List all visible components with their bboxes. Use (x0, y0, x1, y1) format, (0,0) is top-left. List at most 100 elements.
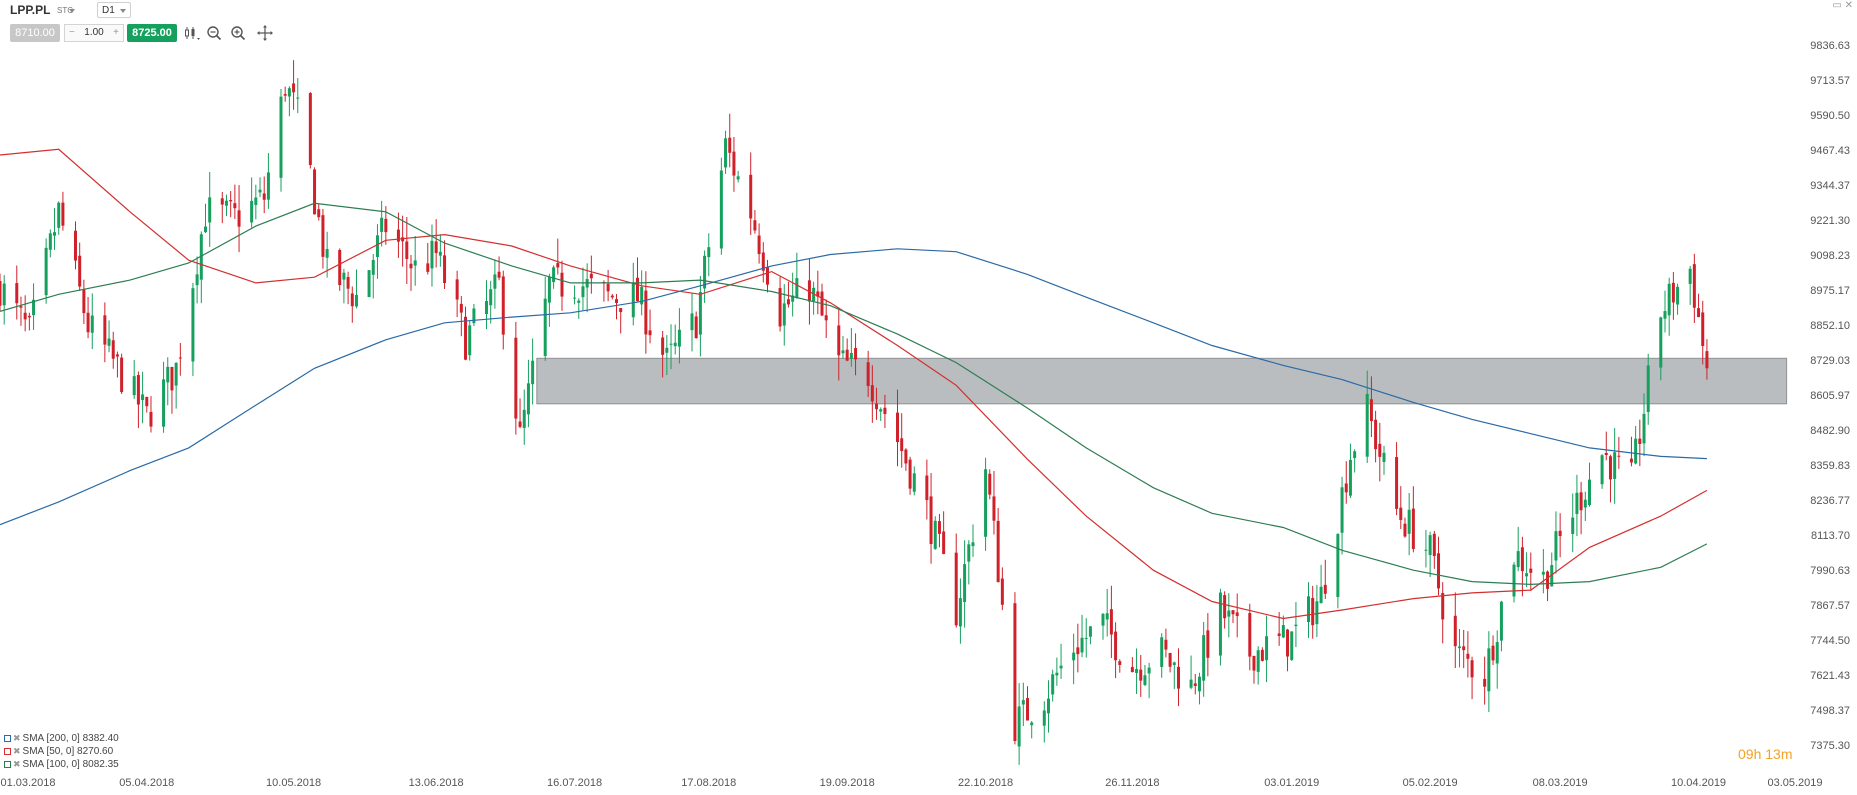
candle-down (1705, 351, 1709, 369)
y-axis-tick-label: 9467.43 (1810, 145, 1850, 157)
sell-price-button[interactable]: 8710.00 (10, 24, 60, 42)
candle-up (1424, 549, 1428, 551)
candle-down (233, 203, 237, 209)
quantity-value[interactable]: 1.00 (84, 27, 104, 38)
candle-down (443, 255, 447, 284)
legend-row[interactable]: ✖ SMA [100, 0] 8082.35 (4, 758, 119, 771)
candle-down (896, 412, 899, 443)
buy-price-button[interactable]: 8725.00 (127, 24, 177, 42)
candle-up (1659, 317, 1663, 368)
candle-up (32, 299, 36, 316)
candle-up (795, 278, 799, 298)
candle-down (426, 263, 430, 272)
candle-down (459, 303, 463, 313)
x-axis-tick-label: 03.05.2019 (1767, 777, 1822, 789)
candle-up (1072, 652, 1076, 661)
candle-down (1369, 399, 1373, 422)
quantity-stepper[interactable]: − 1.00 + (64, 24, 124, 42)
increase-icon[interactable]: + (113, 27, 119, 38)
candle-up (53, 232, 57, 236)
candle-up (1336, 534, 1340, 597)
decrease-icon[interactable]: − (69, 27, 75, 38)
x-axis-tick-label: 08.03.2019 (1533, 777, 1588, 789)
candle-up (199, 234, 203, 280)
candle-up (1525, 573, 1529, 577)
interval-select[interactable]: D1 (97, 2, 131, 18)
candle-down (875, 403, 879, 410)
candle-up (1353, 451, 1357, 459)
candle-down (1697, 308, 1701, 318)
indicator-settings-icon[interactable] (4, 735, 11, 742)
remove-indicator-icon[interactable]: ✖ (13, 759, 21, 769)
candle-down (405, 241, 409, 259)
candle-down (338, 250, 342, 286)
crosshair-icon[interactable] (256, 24, 274, 42)
candle-up (849, 352, 853, 359)
candle-down (556, 263, 560, 268)
legend-row[interactable]: ✖ SMA [50, 0] 8270.60 (4, 745, 119, 758)
candle-up (208, 197, 212, 223)
indicator-settings-icon[interactable] (4, 748, 11, 755)
candle-up (531, 360, 535, 385)
candle-up (1294, 624, 1298, 627)
candle-down (1483, 678, 1487, 687)
candle-up (1307, 596, 1311, 623)
y-axis-tick-label: 8359.83 (1810, 460, 1850, 472)
candle-up (287, 88, 291, 97)
candle-down (908, 459, 912, 489)
candle-down (988, 473, 992, 495)
candle-down (954, 552, 958, 626)
candle-up (1101, 613, 1105, 626)
remove-indicator-icon[interactable]: ✖ (13, 746, 21, 756)
candle-up (631, 282, 635, 318)
chevron-down-icon[interactable] (69, 9, 75, 13)
candle-down (170, 366, 174, 391)
candle-down (220, 198, 224, 205)
candle-up (967, 544, 971, 562)
candle-down (145, 396, 149, 407)
x-axis-tick-label: 19.09.2018 (820, 777, 875, 789)
candle-up (438, 251, 442, 256)
candle-up (1172, 662, 1176, 666)
candle-down (560, 272, 564, 297)
candle-up (581, 286, 585, 298)
candle-down (283, 94, 287, 96)
candle-up (673, 342, 677, 347)
candle-down (149, 411, 153, 427)
candle-down (384, 218, 388, 233)
candle-up (413, 260, 417, 266)
candle-down (635, 277, 639, 302)
candle-up (1059, 665, 1063, 669)
candle-up (250, 200, 254, 223)
remove-indicator-icon[interactable]: ✖ (13, 733, 21, 743)
candle-down (1520, 547, 1524, 572)
candle-down (749, 174, 753, 219)
legend-row[interactable]: ✖ SMA [200, 0] 8382.40 (4, 732, 119, 745)
symbol-label[interactable]: LPP.PL (10, 3, 51, 17)
window-controls[interactable]: ▭ ✕ (1832, 0, 1853, 11)
candle-up (698, 292, 702, 335)
candle-down (86, 312, 90, 333)
y-axis-tick-label: 9344.37 (1810, 180, 1850, 192)
candle-down (1000, 578, 1004, 605)
sma-line-1 (0, 148, 1708, 620)
candle-down (1692, 264, 1696, 308)
candle-down (1437, 553, 1441, 589)
candlestick-type-icon[interactable] (183, 24, 201, 42)
candle-down (178, 357, 182, 359)
zoom-in-icon[interactable] (229, 24, 247, 42)
candle-down (1374, 419, 1378, 450)
indicator-settings-icon[interactable] (4, 761, 11, 768)
instrument-type-label[interactable]: STC (57, 6, 73, 15)
candle-down (350, 293, 354, 307)
zoom-out-icon[interactable] (205, 24, 223, 42)
candle-up (1571, 517, 1575, 535)
candle-up (547, 277, 551, 303)
y-axis-tick-label: 9713.57 (1810, 75, 1850, 87)
candle-down (455, 279, 459, 300)
candle-up (724, 138, 728, 168)
candle-up (707, 247, 711, 258)
candle-up (1046, 698, 1050, 714)
chevron-down-icon (120, 9, 126, 13)
